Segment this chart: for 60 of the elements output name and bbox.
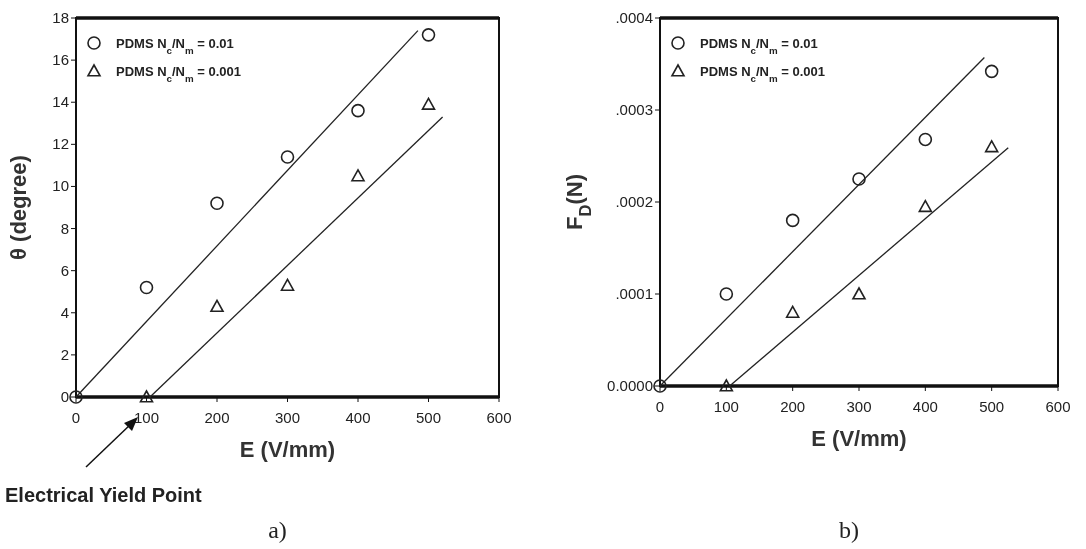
x-tick-label: 100 [713,398,739,415]
y-tick-label: 18 [52,9,69,26]
legend-label: PDMS N$_{c}$/N$_{m}$ = 0.001 [700,64,826,84]
point [210,196,224,211]
text: a) [268,517,287,543]
x-tick-label: 500 [415,409,442,426]
y-tick-label: 4 [60,303,69,321]
y-axis-title: θ (degree) [6,155,31,260]
point [280,278,295,292]
point [139,390,154,403]
x-tick-label: 200 [204,409,230,426]
x-tick-label: 200 [780,398,806,415]
legend-label: PDMS N$_{c}$/N$_{m}$ = 0.01 [700,36,818,56]
point [351,169,365,182]
x-axis-title: E (V/mm) [811,426,907,451]
y-tick-label: .0001 [615,285,653,302]
x-tick-label: 400 [345,409,371,426]
point [918,199,933,213]
x-tick-label: 0 [71,409,81,426]
y-tick-label: 10 [52,177,69,195]
x-tick-label: 500 [979,398,1005,415]
y-tick-label: 6 [60,261,69,279]
point [280,150,295,164]
x-axis-title: E (V/mm) [239,437,336,462]
point [785,305,800,318]
x-tick-label: 400 [912,398,938,415]
x-tick-label: 300 [846,398,872,415]
legend-label: PDMS N$_{c}$/N$_{m}$ = 0.001 [116,64,242,84]
y-tick-label: .0004 [615,9,653,26]
point [918,132,933,147]
y-tick-label: 16 [52,51,69,69]
x-tick-label: 0 [655,398,665,415]
point [852,172,866,186]
point [984,64,999,79]
y-tick-label: 14 [52,93,69,111]
point [653,379,667,393]
point [984,140,999,153]
point [69,390,83,404]
y-tick-label: .0002 [615,193,653,210]
x-tick-label: 600 [1045,398,1071,415]
x-tick-label: 300 [274,409,301,426]
x-tick-label: 600 [486,409,512,426]
point [351,103,365,118]
text: b) [839,517,859,543]
point [852,287,866,300]
text: Electrical Yield Point [5,484,203,506]
point [785,213,800,228]
y-tick-label: 8 [60,219,69,237]
y-tick-label: 12 [52,135,69,153]
point [421,97,436,110]
x-tick-label: 100 [133,409,160,426]
y-tick-label: .0003 [615,101,653,118]
point [421,28,436,42]
point [139,280,154,295]
point [210,299,224,313]
legend-label: PDMS N$_{c}$/N$_{m}$ = 0.01 [116,36,234,56]
y-tick-label: 2 [60,345,69,363]
y-tick-label: 0.0000 [607,377,653,394]
point [719,287,734,301]
point [719,379,734,392]
